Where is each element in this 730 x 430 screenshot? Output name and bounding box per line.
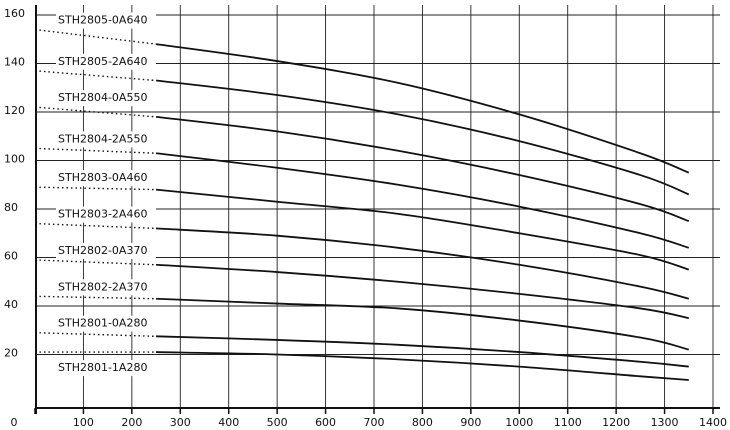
series-line-extension xyxy=(34,106,157,118)
series-line-extension xyxy=(34,222,157,230)
y-tick-label: 100 xyxy=(4,153,25,166)
label-background xyxy=(56,242,156,259)
label-background xyxy=(56,53,156,70)
x-tick-label: 700 xyxy=(364,416,385,429)
label-background xyxy=(56,12,156,29)
series-line xyxy=(156,297,690,351)
series-line-extension xyxy=(34,331,157,338)
series-label: STH2804-0A550 xyxy=(58,91,147,104)
series-line xyxy=(156,263,689,320)
label-background xyxy=(56,170,156,187)
series-line-extension xyxy=(34,259,157,266)
x-tick-label: 1200 xyxy=(602,416,630,429)
x-tick-label: 200 xyxy=(121,416,142,429)
series-line-extension xyxy=(34,70,157,82)
y-tick-label: 120 xyxy=(4,104,25,117)
y-tick-label: 20 xyxy=(4,347,18,360)
x-tick-label: 100 xyxy=(73,416,94,429)
label-background xyxy=(56,279,156,296)
x-tick-label: 800 xyxy=(412,416,433,429)
series-line xyxy=(155,152,690,249)
series-line xyxy=(156,351,689,381)
x-tick-label: 500 xyxy=(267,416,288,429)
series-line xyxy=(156,227,690,300)
x-tick-label: 1000 xyxy=(505,416,533,429)
y-tick-label: 160 xyxy=(4,7,25,20)
label-background xyxy=(56,360,156,377)
series-label: STH2803-2A460 xyxy=(58,208,147,221)
series-label: STH2804-2A550 xyxy=(58,132,147,145)
series-label: STH2802-0A370 xyxy=(58,244,147,257)
label-background xyxy=(56,90,156,107)
series-line-extension xyxy=(34,28,157,45)
x-tick-label: 600 xyxy=(315,416,336,429)
label-background xyxy=(56,131,156,148)
series-label: STH2802-2A370 xyxy=(58,280,147,293)
y-tick-label: 60 xyxy=(4,250,18,263)
x-tick-label: 1100 xyxy=(554,416,582,429)
label-background xyxy=(56,206,156,223)
series-line xyxy=(155,43,690,174)
series-label: STH2801-0A280 xyxy=(58,317,147,330)
x-tick-label: 300 xyxy=(170,416,191,429)
x-tick-label: 1400 xyxy=(699,416,727,429)
series-line xyxy=(155,188,690,271)
series-label: STH2801-1A280 xyxy=(58,361,147,374)
series-line xyxy=(156,335,689,368)
y-tick-label: 80 xyxy=(4,201,18,214)
x-tick-label: 1300 xyxy=(651,416,679,429)
series-label: STH2805-2A640 xyxy=(58,55,147,68)
y-tick-label: 40 xyxy=(4,298,18,311)
series-line xyxy=(155,115,690,222)
series-label: STH2805-0A640 xyxy=(58,14,147,27)
series-line-extension xyxy=(34,295,157,300)
y-tick-label: 140 xyxy=(4,56,25,69)
x-tick-label: 0 xyxy=(11,416,18,429)
series-line xyxy=(155,79,690,196)
series-label: STH2803-0A460 xyxy=(58,171,147,184)
series-line-extension xyxy=(34,186,157,191)
series-line-extension xyxy=(34,147,157,154)
label-background xyxy=(56,315,156,332)
x-tick-label: 400 xyxy=(218,416,239,429)
x-tick-label: 900 xyxy=(460,416,481,429)
